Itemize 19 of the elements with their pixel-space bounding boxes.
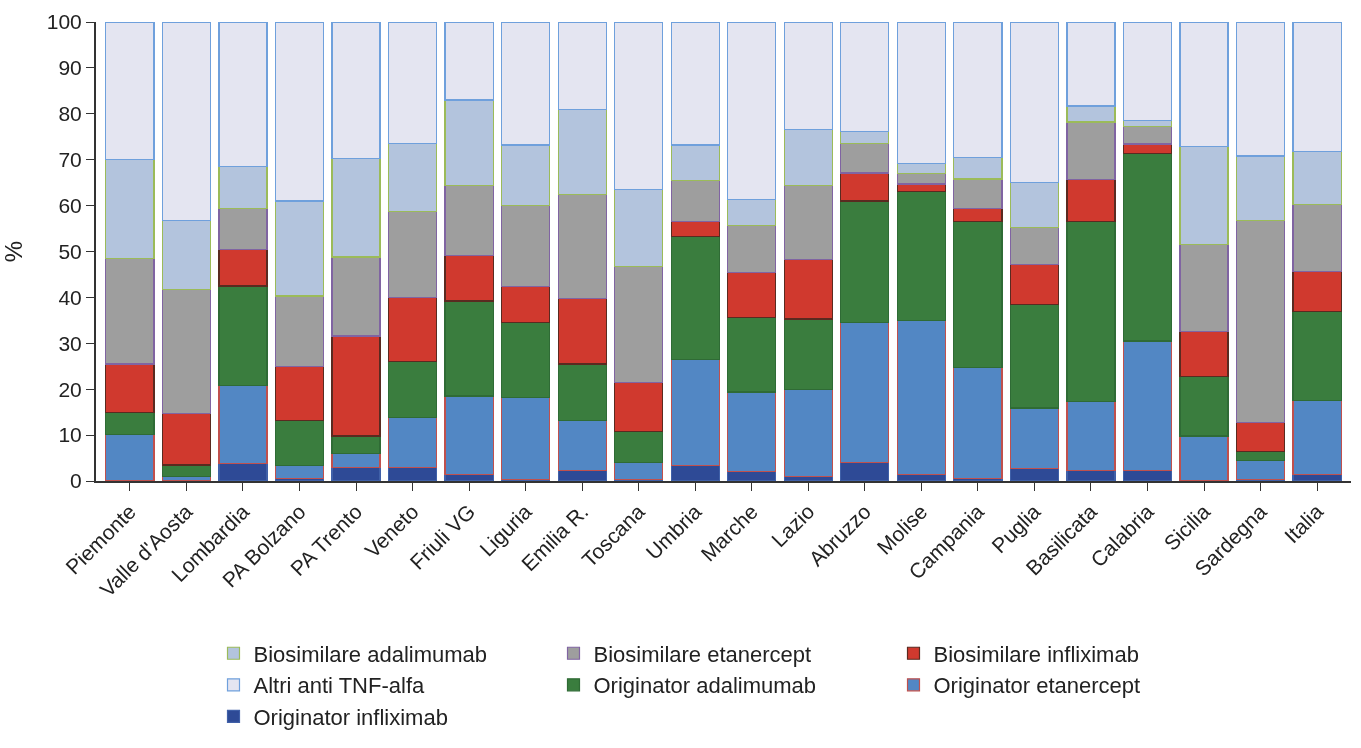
legend-label: Altri anti TNF-alfa	[253, 673, 426, 699]
y-tick-label: 10	[58, 423, 82, 447]
legend-label: Originator etanercept	[933, 673, 1141, 699]
y-tick-label: 70	[58, 148, 82, 172]
legend-label: Biosimilare adalimumab	[253, 641, 488, 667]
y-tick-label: 80	[58, 102, 82, 126]
legend-label: Biosimilare infliximab	[933, 641, 1139, 667]
legend-label: Biosimilare etanercept	[593, 641, 812, 667]
y-tick-label: 60	[58, 193, 82, 217]
y-tick-label: 50	[58, 239, 82, 263]
y-tick-label: 40	[58, 285, 82, 309]
legend-label: Originator infliximab	[253, 705, 448, 731]
y-tick-label: 0	[70, 469, 82, 493]
y-tick-label: 100	[46, 10, 82, 34]
y-tick-label: 90	[58, 56, 82, 80]
y-tick-label: 30	[58, 331, 82, 355]
y-axis-title: %	[0, 240, 27, 263]
y-tick-label: 20	[58, 377, 82, 401]
legend-label: Originator adalimumab	[593, 673, 817, 699]
